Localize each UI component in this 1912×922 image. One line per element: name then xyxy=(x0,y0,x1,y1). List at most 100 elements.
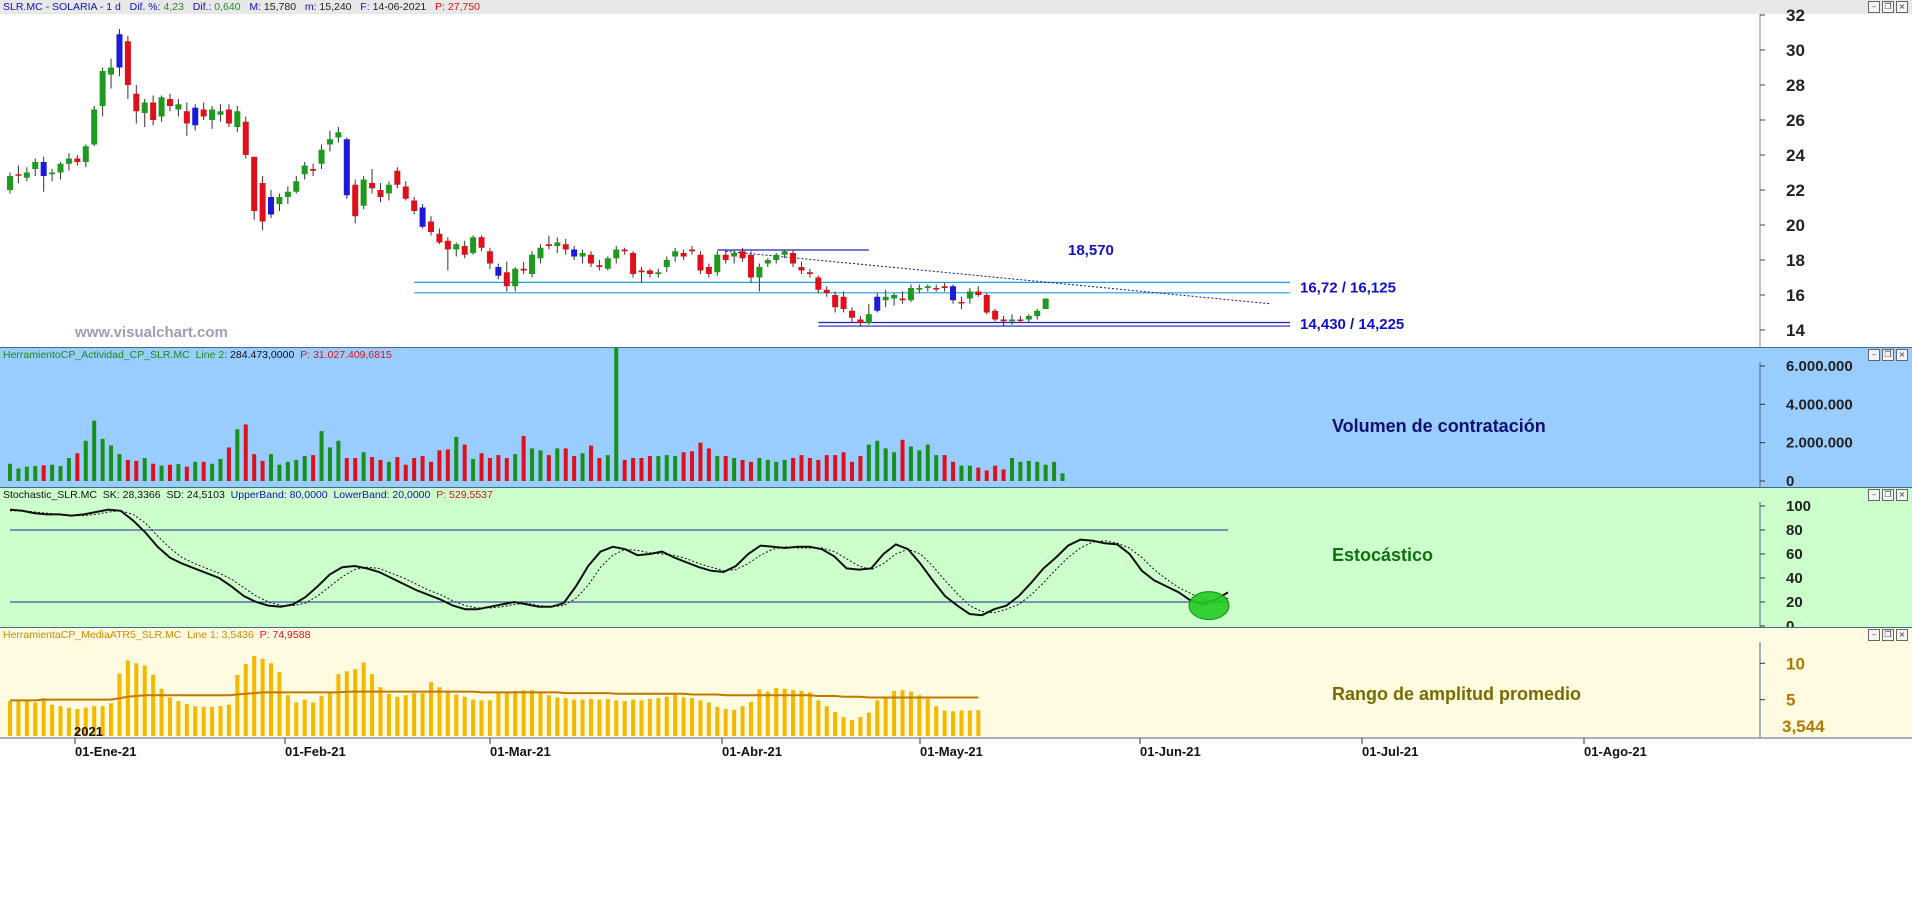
volume-bar xyxy=(563,448,568,481)
volume-bar xyxy=(386,461,391,481)
volume-bar xyxy=(866,444,871,481)
atr-bar xyxy=(925,698,930,736)
volume-bar xyxy=(993,465,998,481)
downtrend-line xyxy=(725,250,1271,305)
candle-body xyxy=(158,97,165,117)
price-tick-label: 14 xyxy=(1786,321,1805,340)
atr-bar xyxy=(673,694,678,736)
price-tick-label: 26 xyxy=(1786,111,1805,130)
candle-body xyxy=(832,295,839,308)
atr-panel[interactable]: HerramientaCP_MediaATR5_SLR.MC Line 1: 3… xyxy=(0,627,1912,922)
candle-body xyxy=(798,267,805,271)
price-panel[interactable]: SLR.MC - SOLARIA - 1 d Dif. %: 4,23 Dif.… xyxy=(0,0,1912,347)
atr-bar xyxy=(690,698,695,736)
date-value: 14-06-2021 xyxy=(372,1,427,13)
candle-body xyxy=(23,172,30,178)
volume-bar xyxy=(269,454,274,481)
atr-bar xyxy=(732,709,737,736)
volume-bar xyxy=(934,455,939,481)
volume-bar xyxy=(437,450,442,481)
candle-body xyxy=(301,165,308,175)
volume-bar xyxy=(412,458,417,481)
close-icon[interactable]: × xyxy=(1896,629,1908,641)
stochastic-chart[interactable]: 100 80 60 40 20 0 Estocástico xyxy=(0,488,1912,627)
close-icon[interactable]: × xyxy=(1896,489,1908,501)
volume-chart[interactable]: 6.000.000 4.000.000 2.000.000 0 Volumen de c… xyxy=(0,348,1912,487)
stoch-tick-label: 100 xyxy=(1786,498,1811,515)
candle-body xyxy=(941,286,948,288)
minimize-icon[interactable]: – xyxy=(1868,629,1880,641)
restore-icon[interactable]: ❐ xyxy=(1882,629,1894,641)
atr-bar xyxy=(50,704,55,736)
year-label: 2021 xyxy=(74,724,103,739)
candle-body xyxy=(958,302,965,304)
volume-bar xyxy=(235,429,240,481)
minimize-icon[interactable]: – xyxy=(1868,1,1880,13)
restore-icon[interactable]: ❐ xyxy=(1882,349,1894,361)
volume-bar xyxy=(445,449,450,481)
volume-bar xyxy=(622,459,627,481)
volume-bar xyxy=(50,464,55,481)
volume-bar xyxy=(226,447,231,481)
volume-bar xyxy=(353,458,358,481)
stochastic-panel-header: Stochastic_SLR.MC SK: 28,3366 SD: 24,510… xyxy=(0,488,1763,502)
volume-bar xyxy=(420,456,425,481)
atr-bar xyxy=(142,665,147,736)
candle-body xyxy=(234,111,241,127)
volume-bar xyxy=(479,453,484,481)
restore-icon[interactable]: ❐ xyxy=(1882,489,1894,501)
candle-body xyxy=(369,183,376,189)
candle-body xyxy=(478,237,485,248)
candle-body xyxy=(352,184,359,217)
volume-bar xyxy=(58,466,63,481)
volume-p-value: P: 31.027.409,6815 xyxy=(300,349,392,361)
price-tick-label: 16 xyxy=(1786,286,1805,305)
candle-body xyxy=(571,249,578,257)
minimize-icon[interactable]: – xyxy=(1868,489,1880,501)
candle-body xyxy=(428,221,434,232)
atr-bar xyxy=(294,702,299,736)
volume-bar xyxy=(92,420,97,481)
candle-body xyxy=(739,251,746,259)
atr-bar xyxy=(151,674,156,736)
atr-bar xyxy=(597,699,602,736)
atr-bar xyxy=(429,682,433,736)
candle-body xyxy=(108,67,115,75)
candle-body xyxy=(209,109,216,120)
atr-bar xyxy=(951,711,956,736)
restore-icon[interactable]: ❐ xyxy=(1882,1,1894,13)
price-chart[interactable]: 14 16 18 20 22 24 26 28 30 32 18,570 16,72 / 16,125… xyxy=(0,0,1912,347)
dif-value: 0,640 xyxy=(214,1,241,13)
volume-bar xyxy=(41,465,46,481)
atr-bar xyxy=(858,717,863,736)
stoch-sk-line xyxy=(9,508,1229,617)
volume-bar xyxy=(1060,473,1065,481)
candle-body xyxy=(562,244,569,250)
stochastic-panel[interactable]: Stochastic_SLR.MC SK: 28,3366 SD: 24,510… xyxy=(0,487,1912,627)
p-value: 27,750 xyxy=(447,1,481,13)
atr-bar xyxy=(117,673,122,736)
atr-bar xyxy=(8,701,12,736)
atr-bar xyxy=(580,699,585,736)
close-icon[interactable]: × xyxy=(1896,349,1908,361)
x-axis-strip xyxy=(0,738,1912,922)
atr-tick-label: 5 xyxy=(1786,691,1795,710)
volume-bar xyxy=(951,461,956,481)
volume-bar xyxy=(572,456,577,481)
volume-bar xyxy=(580,453,585,481)
volume-panel[interactable]: HerramientoCP_Actividad_CP_SLR.MC Line 2… xyxy=(0,347,1912,487)
candle-body xyxy=(621,249,628,252)
volume-bar xyxy=(967,465,972,481)
close-icon[interactable]: × xyxy=(1896,1,1908,13)
candle-body xyxy=(630,253,637,274)
volume-bar xyxy=(361,452,366,481)
volume-tick-label: 0 xyxy=(1786,473,1794,487)
candle-body xyxy=(318,149,325,164)
stoch-sd: SD: 24,5103 xyxy=(166,489,225,501)
volume-bar xyxy=(959,465,964,481)
atr-chart[interactable]: 10 5 3,544 Rango de amplitud promedio 2021 01… xyxy=(0,628,1912,922)
volume-bar xyxy=(900,439,905,481)
atr-bar xyxy=(92,706,97,736)
atr-bar xyxy=(942,710,947,736)
minimize-icon[interactable]: – xyxy=(1868,349,1880,361)
